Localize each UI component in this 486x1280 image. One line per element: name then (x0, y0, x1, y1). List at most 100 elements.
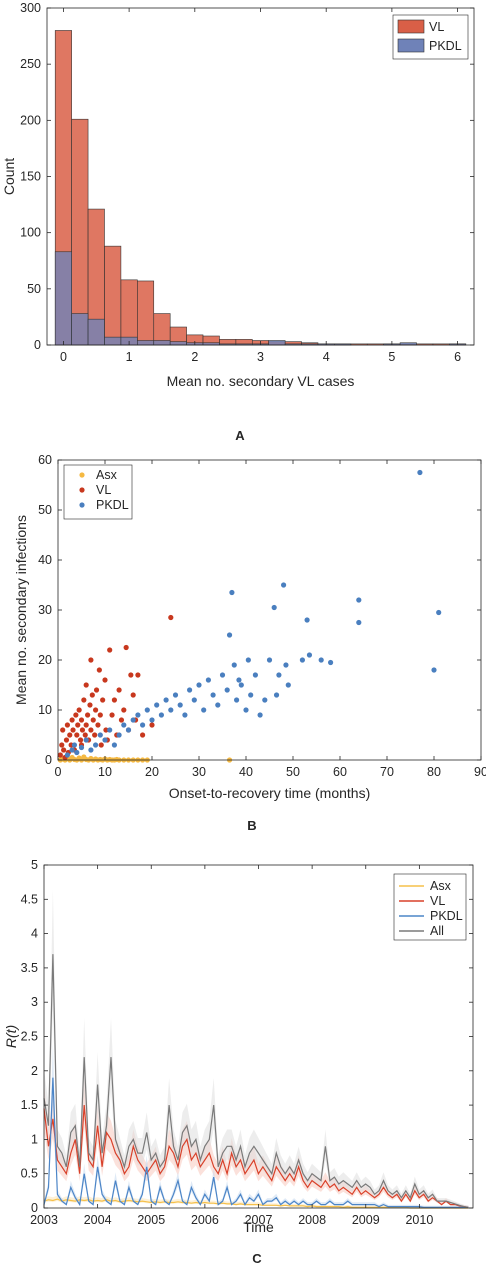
x-tick-label: 5 (388, 350, 395, 364)
scatter-point-pkdl (144, 707, 150, 713)
y-tick-label: 4 (31, 927, 38, 941)
histogram-bar-vl (120, 279, 138, 346)
scatter-point-vl (103, 727, 109, 733)
y-axis-label: Count (1, 158, 17, 195)
scatter-point-vl (78, 717, 85, 723)
scatter-point-pkdl (201, 707, 207, 713)
y-tick-label: 300 (20, 1, 41, 15)
scatter-point-pkdl (93, 742, 99, 748)
y-axis-label: Mean no. secondary infections (13, 515, 29, 705)
scatter-point-pkdl (163, 697, 169, 703)
legend-label-vl: VL (96, 483, 111, 497)
y-tick-label: 20 (38, 653, 52, 667)
scatter-point-vl (57, 752, 63, 758)
y-tick-label: 1.5 (21, 1098, 38, 1112)
legend-label-pkdl: PKDL (430, 909, 463, 923)
scatter-point-vl (83, 682, 89, 688)
scatter-point-vl (111, 697, 117, 703)
x-tick-label: 20 (145, 765, 159, 779)
scatter-point-vl (61, 747, 67, 753)
legend-label-all: All (430, 924, 444, 938)
scatter-point-pkdl (229, 589, 235, 596)
scatter-point-pkdl (252, 672, 258, 678)
histogram-bar-pkdl (137, 340, 155, 346)
scatter-point-vl (87, 702, 93, 708)
x-tick-label: 2004 (84, 1213, 112, 1227)
x-tick-label: 2010 (405, 1213, 433, 1227)
x-tick-label: 0 (60, 350, 67, 364)
panel-label-c: C (252, 1251, 262, 1266)
scatter-point-pkdl (140, 722, 146, 728)
y-tick-label: 0 (45, 753, 52, 767)
scatter-point-pkdl (306, 652, 313, 658)
scatter-point-vl (98, 742, 104, 748)
scatter-point-pkdl (196, 682, 202, 688)
y-tick-label: 50 (27, 282, 41, 296)
scatter-point-pkdl (273, 692, 280, 698)
x-tick-label: 2009 (352, 1213, 380, 1227)
legend-label-asx: Asx (430, 879, 452, 893)
y-tick-label: 50 (38, 503, 52, 517)
scatter-point-vl (69, 717, 75, 723)
scatter-point-pkdl (234, 697, 240, 703)
scatter-point-vl (93, 707, 99, 713)
x-tick-label: 10 (98, 765, 112, 779)
scatter-point-vl (95, 722, 101, 728)
scatter-point-pkdl (191, 697, 197, 703)
line-vl (43, 1105, 469, 1208)
scatter-point-pkdl (182, 712, 188, 718)
scatter-point-pkdl (205, 677, 211, 683)
histogram-bar-vl (71, 118, 89, 346)
x-tick-label: 2006 (191, 1213, 219, 1227)
scatter-point-vl (140, 732, 146, 738)
y-tick-label: 150 (20, 170, 41, 184)
scatter-point-pkdl (64, 752, 70, 758)
scatter-point-vl (79, 727, 86, 733)
y-tick-label: 2 (31, 1064, 38, 1078)
scatter-point-pkdl (226, 632, 233, 638)
legend: VL PKDL (392, 14, 469, 60)
scatter-point-vl (83, 722, 89, 728)
scatter-point-pkdl (116, 732, 122, 738)
scatter-point-pkdl (266, 657, 273, 663)
x-tick-label: 6 (454, 350, 461, 364)
x-tick-label: 2008 (298, 1213, 326, 1227)
y-tick-label: 0 (31, 1201, 38, 1215)
y-tick-label: 100 (20, 226, 41, 240)
histogram-bar-vl (137, 280, 155, 346)
x-tick-label: 0 (55, 765, 62, 779)
scatter-point-pkdl (107, 727, 113, 733)
legend-box (63, 464, 133, 520)
scatter-point-vl (81, 697, 87, 703)
scatter-point-vl (76, 707, 82, 713)
scatter-point-pkdl (243, 707, 249, 713)
y-tick-label: 30 (38, 603, 52, 617)
y-tick-label: 3 (31, 995, 38, 1009)
x-tick-label: 2005 (137, 1213, 165, 1227)
scatter-point-vl (60, 727, 66, 733)
scatter-point-vl (121, 707, 127, 713)
scatter-point-pkdl (97, 732, 103, 738)
y-tick-label: 2.5 (21, 1030, 38, 1044)
scatter-point-vl (107, 647, 113, 653)
scatter-point-vl (64, 722, 70, 728)
scatter-point-pkdl (135, 712, 141, 718)
scatter-point-pkdl (88, 747, 94, 753)
scatter-point-pkdl (245, 657, 251, 663)
y-tick-label: 40 (38, 553, 52, 567)
scatter-point-pkdl (102, 737, 108, 743)
y-tick-label: 60 (38, 453, 52, 467)
histogram-bar-pkdl (54, 251, 72, 346)
scatter-point-vl (82, 732, 88, 738)
panel-c-line: 2003 2004 2005 2006 2007 2008 2009 2010 0 0.5 1 1.5… (3, 858, 474, 1235)
x-tick-label: 40 (239, 765, 253, 779)
histogram-bar-pkdl (268, 340, 286, 346)
scatter-point-pkdl (177, 702, 183, 708)
scatter-point-vl (90, 717, 96, 723)
scatter-point-pkdl (158, 712, 164, 718)
scatter-point-vl (123, 644, 129, 651)
scatter-point-pkdl (224, 687, 230, 693)
scatter-point-pkdl (130, 717, 136, 723)
